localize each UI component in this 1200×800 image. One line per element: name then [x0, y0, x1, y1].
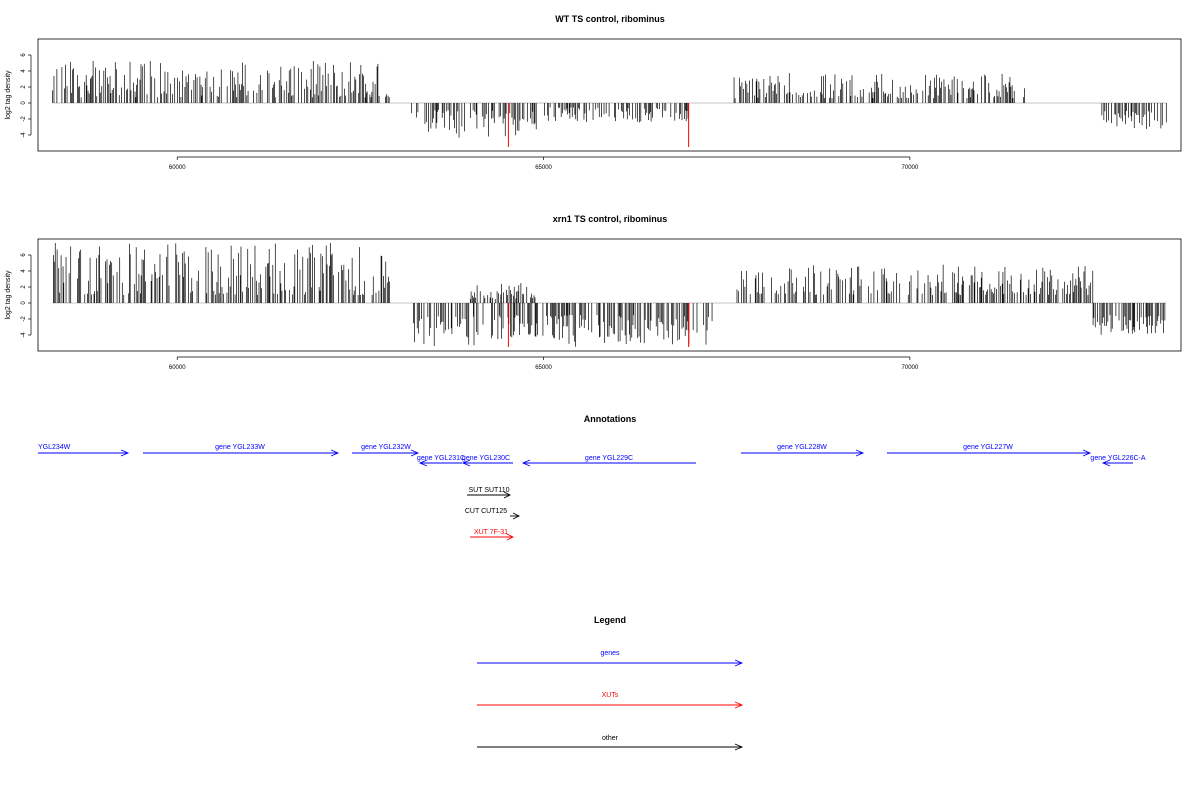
y-tick-label: 2	[21, 285, 27, 289]
sut-feature: SUT SUT110	[467, 487, 512, 499]
legend-item-genes: genes	[477, 650, 744, 667]
gene-feature: gene YGL226C-A	[1090, 455, 1146, 467]
gene-feature: YGL234W	[38, 444, 130, 457]
gene-label: YGL234W	[38, 444, 71, 451]
coverage-bars	[52, 243, 1167, 347]
y-tick-label: 4	[21, 269, 27, 273]
x-tick-label: 60000	[169, 365, 186, 371]
gene-feature: gene YGL230C	[461, 455, 513, 467]
x-tick-label: 60000	[169, 165, 186, 171]
x-tick-label: 70000	[902, 365, 919, 371]
axes: -4 -2 0 2 4 6 60000 65000 70000	[21, 53, 919, 171]
xut-label: XUT 7F-31	[474, 529, 508, 536]
gene-feature: gene YGL229C	[521, 455, 696, 467]
gene-feature: gene YGL232W	[352, 444, 420, 457]
y-tick-label: -4	[21, 132, 27, 138]
y-tick-label: 0	[21, 101, 27, 105]
gene-feature: gene YGL233W	[143, 444, 340, 457]
plot-frame	[37, 238, 1182, 352]
y-tick-label: -2	[21, 116, 27, 122]
legend-label: genes	[600, 650, 620, 657]
gene-label: gene YGL232W	[361, 444, 411, 451]
gene-label: gene YGL226C-A	[1090, 455, 1145, 462]
panel-title: WT TS control, ribominus	[555, 14, 665, 24]
legend-label: other	[602, 735, 619, 742]
axes: -4 -2 0 2 4 6 60000 65000 70000	[21, 253, 919, 371]
y-tick-label: -2	[21, 316, 27, 322]
annotation-track: Annotations YGL234W gene YGL233W gene YG…	[38, 414, 1146, 541]
x-tick-label: 70000	[902, 165, 919, 171]
legend: Legend genes XUTs other	[477, 615, 744, 751]
gene-feature: gene YGL228W	[741, 444, 865, 457]
y-tick-label: 0	[21, 301, 27, 305]
legend-item-other: other	[477, 735, 744, 751]
gene-label: gene YGL233W	[215, 444, 265, 451]
gene-feature: gene YGL227W	[887, 444, 1092, 457]
coverage-bars	[52, 60, 1167, 147]
x-tick-label: 65000	[535, 365, 552, 371]
y-tick-label: 6	[21, 253, 27, 257]
y-tick-label: 4	[21, 69, 27, 73]
legend-title: Legend	[594, 615, 626, 625]
y-tick-label: 6	[21, 53, 27, 57]
xrn1-coverage-panel: xrn1 TS control, ribominus -4 -2 0 2 4 6 60000…	[5, 214, 1182, 371]
y-tick-label: 2	[21, 85, 27, 89]
y-axis-label: log2 tag density	[5, 270, 12, 320]
xut-feature: XUT 7F-31	[470, 529, 515, 541]
y-tick-label: -4	[21, 332, 27, 338]
plot-frame	[37, 38, 1182, 152]
gene-label: gene YGL231C	[417, 455, 465, 462]
cut-feature: CUT CUT125	[465, 508, 521, 520]
annotations-title: Annotations	[584, 414, 637, 424]
cut-label: CUT CUT125	[465, 508, 507, 515]
gene-feature: gene YGL231C	[417, 455, 465, 467]
wt-coverage-panel: WT TS control, ribominus -4 -2 0 2 4 6 60000 65…	[5, 14, 1182, 171]
legend-item-xuts: XUTs	[477, 692, 744, 709]
y-axis-label: log2 tag density	[5, 70, 12, 120]
gene-label: gene YGL230C	[462, 455, 510, 462]
panel-title: xrn1 TS control, ribominus	[553, 214, 668, 224]
x-tick-label: 65000	[535, 165, 552, 171]
gene-label: gene YGL227W	[963, 444, 1013, 451]
legend-label: XUTs	[602, 692, 619, 699]
gene-label: gene YGL229C	[585, 455, 633, 462]
gene-label: gene YGL228W	[777, 444, 827, 451]
sut-label: SUT SUT110	[469, 487, 510, 494]
